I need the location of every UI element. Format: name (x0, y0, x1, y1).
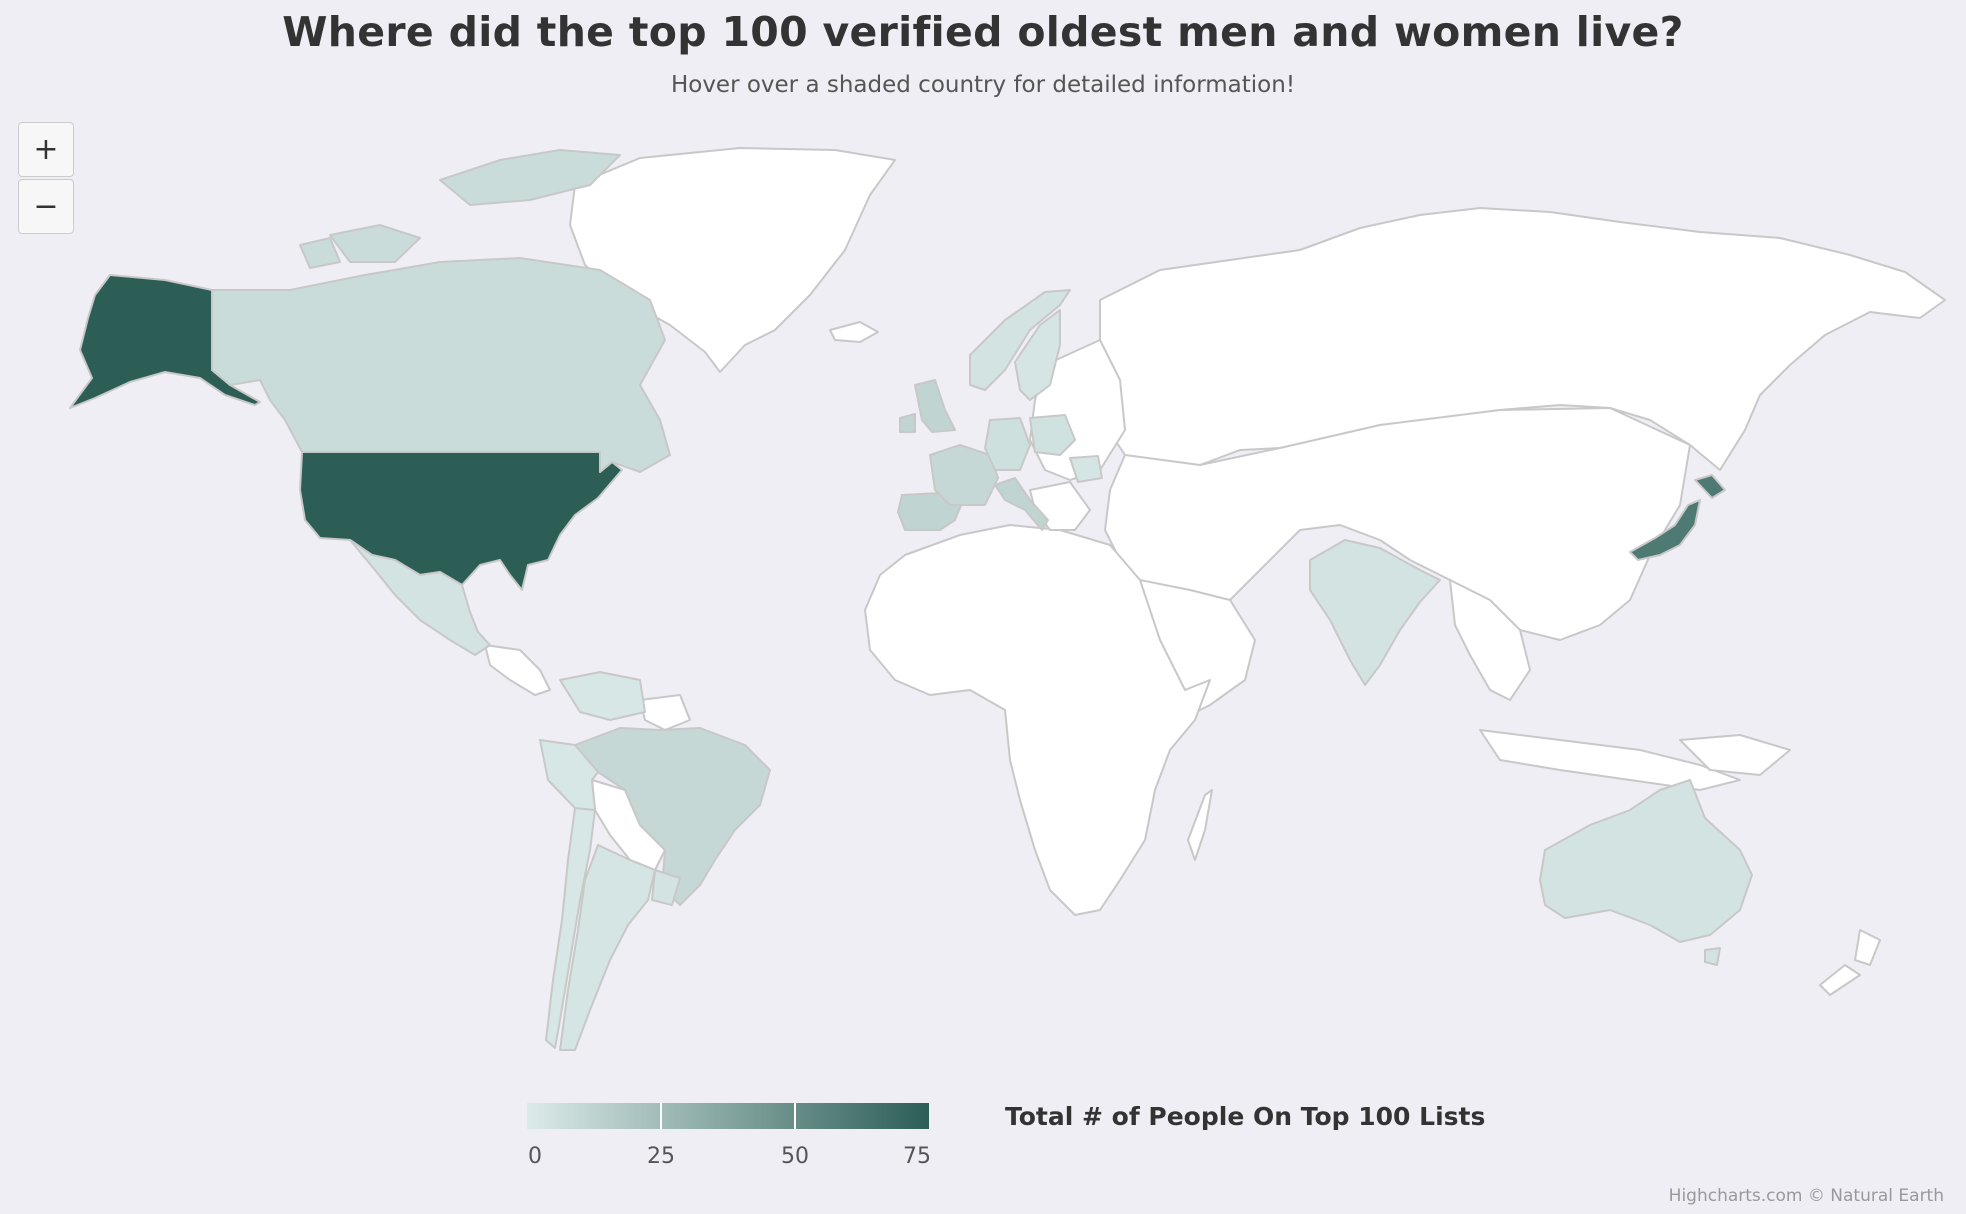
country-canada-part-2[interactable]: Canada: 8 (329, 224, 421, 263)
country-mexico[interactable]: Mexico: 4 (349, 539, 491, 656)
country-sweden[interactable]: Sweden: 3 (1014, 309, 1061, 401)
guianas (639, 694, 691, 731)
legend-gradient (527, 1103, 929, 1129)
country-uruguay[interactable]: Uruguay: 4 (651, 869, 681, 906)
indonesia (1479, 729, 1741, 791)
country-australia-part-2[interactable]: Australia: 4 (1704, 947, 1721, 966)
zoom-in-button[interactable]: + (18, 122, 74, 177)
country-italy[interactable]: Italy: 12 (994, 477, 1049, 531)
country-india[interactable]: India: 4 (1309, 539, 1441, 686)
country-chile[interactable]: Chile: 2 (545, 807, 596, 1049)
legend-title: Total # of People On Top 100 Lists (1005, 1102, 1486, 1131)
legend-color-bar (527, 1103, 929, 1129)
country-united-kingdom-part-1[interactable]: United Kingdom: 12 (914, 379, 956, 433)
new-guinea (1679, 734, 1791, 776)
country-japan-part-1[interactable]: Japan: 60 (1694, 474, 1726, 499)
credits-link[interactable]: Highcharts.com © Natural Earth (1668, 1186, 1944, 1206)
country-japan-part-2[interactable]: Japan: 60 (1629, 499, 1701, 561)
country-canada-part-4[interactable]: Canada: 8 (299, 237, 341, 269)
chart-title: Where did the top 100 verified oldest me… (282, 8, 1684, 56)
country-canada-part-1[interactable]: Canada: 8 (211, 257, 671, 473)
country-canada-part-3[interactable]: Canada: 8 (439, 149, 621, 206)
legend-tick-label: 50 (781, 1144, 809, 1169)
country-france[interactable]: France: 10 (929, 444, 999, 506)
legend-tick-label: 25 (647, 1144, 675, 1169)
country-norway[interactable]: Norway: 4 (969, 289, 1071, 391)
country-brazil[interactable]: Brazil: 10 (574, 727, 771, 906)
legend-tick-label: 0 (528, 1144, 542, 1169)
iceland (829, 321, 879, 343)
southeast-asia (1449, 579, 1531, 701)
unshaded-land (484, 147, 1946, 996)
legend-ticks: 0 25 50 75 (527, 1144, 931, 1174)
zoom-controls: + − (18, 122, 74, 236)
country-romania[interactable]: Romania: 3 (1069, 455, 1103, 483)
legend-tick-label: 75 (903, 1144, 931, 1169)
central-america (484, 644, 551, 696)
country-australia-part-1[interactable]: Australia: 4 (1539, 779, 1753, 943)
new-zealand (1819, 929, 1881, 996)
africa (864, 524, 1211, 916)
country-poland[interactable]: Poland: 5 (1029, 414, 1076, 456)
country-peru[interactable]: Peru: 2 (539, 739, 599, 811)
country-united-states-part-1[interactable]: United States: 75 (299, 451, 623, 591)
country-venezuela[interactable]: Venezuela: 2 (559, 671, 646, 721)
country-united-kingdom-part-2[interactable]: United Kingdom: 12 (899, 413, 916, 433)
madagascar (1187, 789, 1213, 861)
zoom-out-button[interactable]: − (18, 179, 74, 234)
chart-subtitle: Hover over a shaded country for detailed… (670, 72, 1296, 98)
country-germany[interactable]: Germany: 6 (984, 417, 1031, 471)
shaded-countries: United States: 75United States: 75Japan:… (69, 149, 1753, 1051)
russia (1099, 207, 1946, 471)
